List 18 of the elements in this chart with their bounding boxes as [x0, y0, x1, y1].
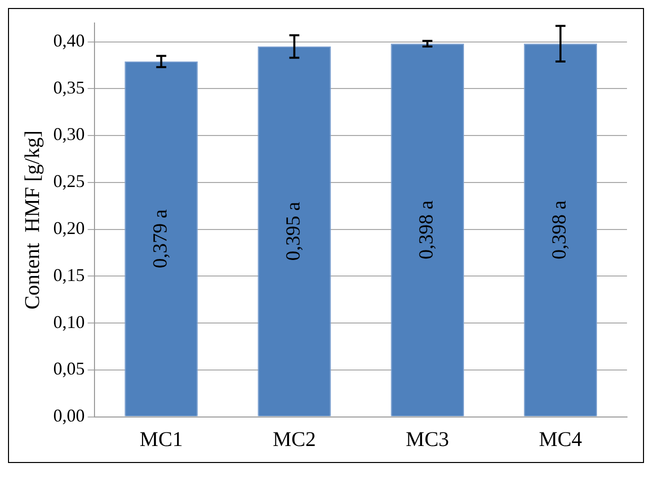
y-tick-label: 0,10	[53, 312, 85, 332]
y-tick-label: 0,20	[53, 218, 85, 238]
y-tick-label: 0,40	[53, 30, 85, 50]
data-label: 0,398 a	[416, 200, 438, 260]
y-tick-label: 0,05	[53, 358, 85, 379]
data-label: 0,398 a	[548, 200, 571, 260]
y-tick-label: 0,35	[53, 77, 85, 98]
y-axis-title: Content HMF [g/kg]	[20, 130, 44, 310]
y-tick-label: 0,30	[53, 124, 85, 144]
data-label: 0,395 a	[282, 202, 305, 261]
data-label: 0,379 a	[149, 209, 172, 268]
y-tick-label: 0,25	[53, 171, 85, 192]
y-tick-label: 0,15	[53, 264, 85, 285]
y-tick-label: 0,00	[53, 406, 85, 426]
x-tick-label: MC3	[406, 426, 449, 451]
x-tick-label: MC4	[538, 426, 583, 451]
x-tick-label: MC2	[272, 426, 316, 451]
x-tick-label: MC1	[140, 426, 183, 451]
